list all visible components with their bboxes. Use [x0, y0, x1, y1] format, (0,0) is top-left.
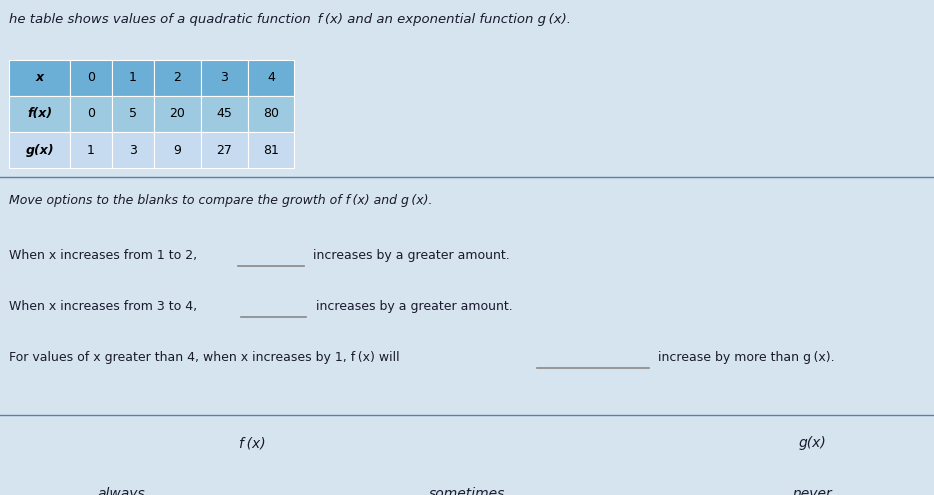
- FancyBboxPatch shape: [112, 96, 154, 132]
- Text: 1: 1: [129, 71, 137, 84]
- FancyBboxPatch shape: [154, 132, 201, 168]
- Text: When x increases from 3 to 4,: When x increases from 3 to 4,: [9, 300, 197, 313]
- Text: 0: 0: [87, 107, 95, 120]
- Text: 4: 4: [267, 71, 275, 84]
- FancyBboxPatch shape: [70, 96, 112, 132]
- FancyBboxPatch shape: [201, 96, 248, 132]
- Text: 9: 9: [174, 144, 181, 156]
- Text: 20: 20: [170, 107, 185, 120]
- FancyBboxPatch shape: [248, 132, 294, 168]
- Text: 0: 0: [87, 71, 95, 84]
- Text: always: always: [97, 488, 146, 495]
- Text: 80: 80: [262, 107, 279, 120]
- FancyBboxPatch shape: [112, 59, 154, 96]
- Text: x: x: [35, 71, 44, 84]
- Text: 5: 5: [129, 107, 137, 120]
- FancyBboxPatch shape: [70, 132, 112, 168]
- FancyBboxPatch shape: [154, 96, 201, 132]
- Text: he table shows values of a quadratic function  f (x) and an exponential function: he table shows values of a quadratic fun…: [9, 13, 572, 26]
- FancyBboxPatch shape: [248, 96, 294, 132]
- Text: Move options to the blanks to compare the growth of f (x) and g (x).: Move options to the blanks to compare th…: [9, 194, 432, 207]
- Text: 3: 3: [220, 71, 228, 84]
- FancyBboxPatch shape: [9, 132, 70, 168]
- FancyBboxPatch shape: [70, 59, 112, 96]
- Text: sometimes: sometimes: [429, 488, 505, 495]
- Text: When x increases from 1 to 2,: When x increases from 1 to 2,: [9, 249, 197, 262]
- Text: increases by a greater amount.: increases by a greater amount.: [313, 249, 510, 262]
- Text: 2: 2: [174, 71, 181, 84]
- FancyBboxPatch shape: [9, 59, 70, 96]
- Text: 45: 45: [217, 107, 232, 120]
- Text: g(x): g(x): [25, 144, 54, 156]
- Text: increases by a greater amount.: increases by a greater amount.: [316, 300, 513, 313]
- Text: 81: 81: [263, 144, 278, 156]
- FancyBboxPatch shape: [248, 59, 294, 96]
- Text: never: never: [793, 488, 832, 495]
- Text: 1: 1: [87, 144, 95, 156]
- Text: f(x): f(x): [27, 107, 52, 120]
- FancyBboxPatch shape: [112, 132, 154, 168]
- FancyBboxPatch shape: [154, 59, 201, 96]
- Text: g(x): g(x): [799, 437, 827, 450]
- Text: 3: 3: [129, 144, 137, 156]
- Text: f (x): f (x): [239, 437, 265, 450]
- FancyBboxPatch shape: [201, 59, 248, 96]
- FancyBboxPatch shape: [9, 96, 70, 132]
- Text: increase by more than g (x).: increase by more than g (x).: [658, 351, 835, 364]
- Text: For values of x greater than 4, when x increases by 1, f (x) will: For values of x greater than 4, when x i…: [9, 351, 400, 364]
- Text: 27: 27: [217, 144, 232, 156]
- FancyBboxPatch shape: [201, 132, 248, 168]
